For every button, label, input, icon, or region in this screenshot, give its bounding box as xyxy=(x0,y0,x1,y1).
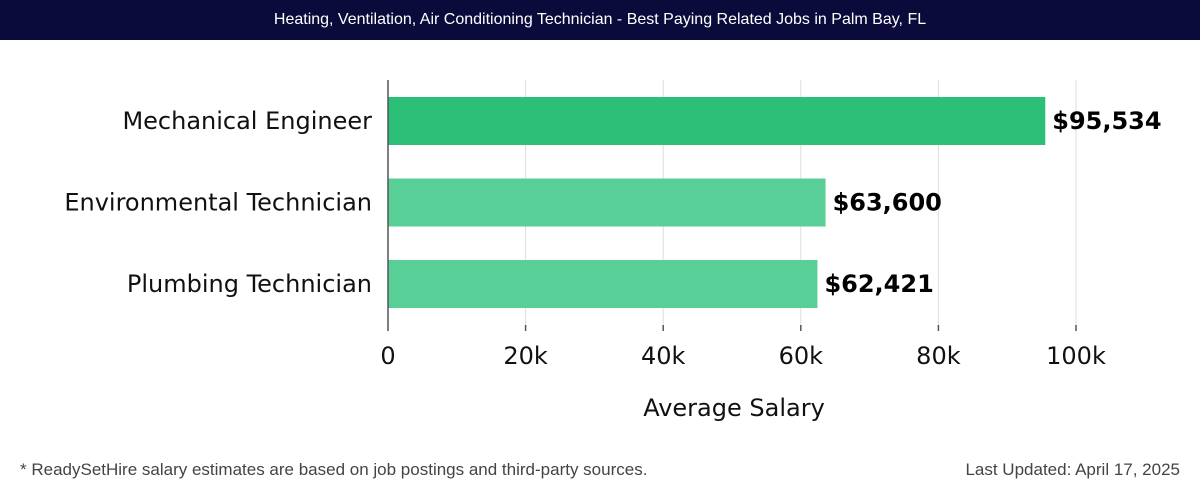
x-tick-label: 20k xyxy=(503,342,548,370)
y-tick-label: Mechanical Engineer xyxy=(122,107,372,135)
bar xyxy=(388,260,818,308)
bar xyxy=(388,178,826,227)
last-updated: Last Updated: April 17, 2025 xyxy=(965,460,1180,479)
chart-title-bar: Heating, Ventilation, Air Conditioning T… xyxy=(0,0,1200,40)
y-tick-label: Plumbing Technician xyxy=(127,270,372,298)
footnote: * ReadySetHire salary estimates are base… xyxy=(20,460,648,479)
bar-layer: Mechanical Engineer $95,534 Environmental … xyxy=(64,97,1162,308)
x-tick-label: 0 xyxy=(380,342,395,370)
x-tick-label: 40k xyxy=(641,342,686,370)
data-label: $63,600 xyxy=(833,189,942,217)
x-tick-label: 100k xyxy=(1046,342,1106,370)
y-tick-label: Environmental Technician xyxy=(64,189,372,217)
chart-title: Heating, Ventilation, Air Conditioning T… xyxy=(273,11,927,28)
bar-chart: Mechanical Engineer $95,534 Environmental … xyxy=(64,80,1162,422)
x-tick-label: 60k xyxy=(779,342,824,370)
x-axis-label: Average Salary xyxy=(643,394,825,422)
tick-layer: 0 20k 40k 60k 80k 100k xyxy=(380,80,1106,370)
data-label: $62,421 xyxy=(824,270,933,298)
x-tick-label: 80k xyxy=(916,342,961,370)
bar xyxy=(388,97,1046,145)
data-label: $95,534 xyxy=(1052,107,1161,135)
